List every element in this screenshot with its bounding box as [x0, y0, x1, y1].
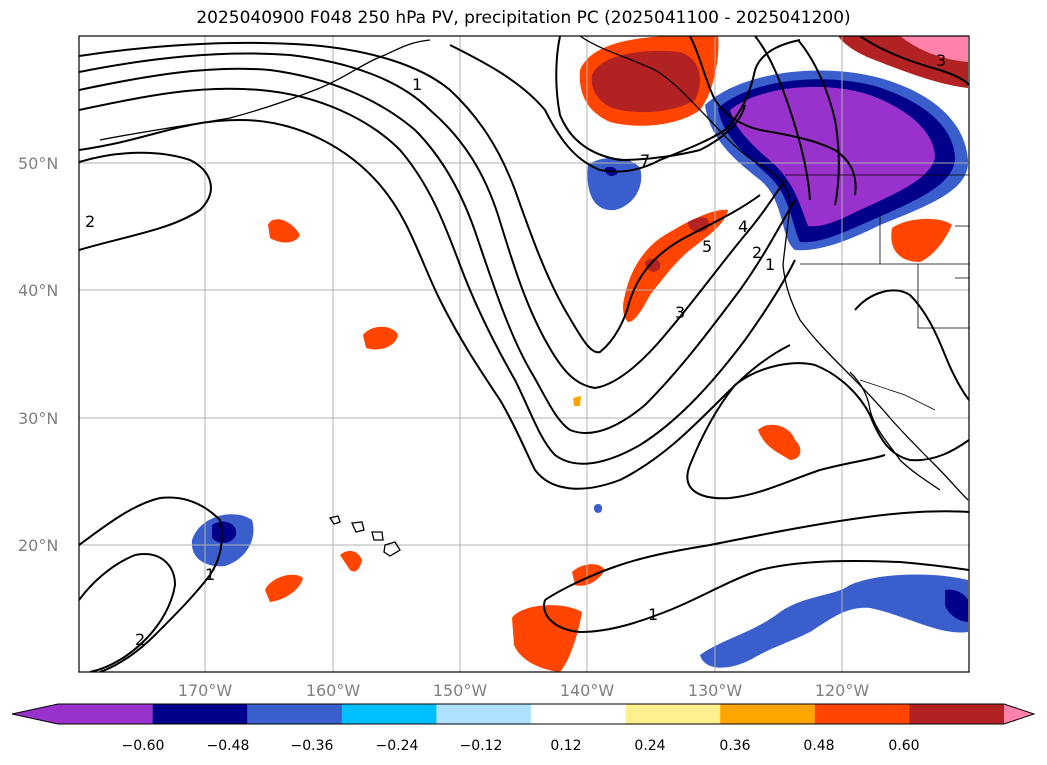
pv-contour-14	[79, 553, 177, 672]
pv-contour-15	[544, 510, 969, 601]
neg-anomaly-southeast	[700, 574, 968, 668]
lon-label: 130°W	[688, 681, 743, 700]
lat-label: 30°N	[18, 409, 58, 428]
contour-label: 5	[702, 237, 712, 256]
colorbar: −0.60 −0.48 −0.36 −0.24 −0.12 0.12 0.24 …	[11, 703, 1036, 754]
longitude-labels: 170°W 160°W 150°W 140°W 130°W 120°W	[178, 681, 870, 700]
contour-label: 1	[648, 605, 658, 624]
colorbar-tick-labels: −0.60 −0.48 −0.36 −0.24 −0.12 0.12 0.24 …	[122, 738, 920, 754]
colorbar-segment	[625, 704, 721, 724]
colorbar-segments	[12, 704, 1034, 724]
colorbar-segment	[247, 704, 343, 724]
colorbar-segment	[152, 704, 248, 724]
colorbar-tick: 0.36	[719, 738, 750, 754]
contour-label: 1	[205, 565, 215, 584]
precip-anomaly-fills	[191, 36, 969, 672]
colorbar-segment	[1004, 704, 1034, 724]
contour-labels: 2 2 1 1 7 5 4 3 2 1 1 3	[85, 51, 946, 649]
pv-contour-1	[79, 151, 212, 251]
contour-label: 2	[752, 243, 762, 262]
colorbar-segment	[436, 704, 532, 724]
pv-contour-5	[79, 52, 786, 390]
contour-label: 4	[738, 217, 748, 236]
contour-label: 1	[765, 255, 775, 274]
pos-anomaly-small-1	[268, 219, 300, 243]
lon-label: 170°W	[178, 681, 233, 700]
pos-anomaly-small-7	[758, 424, 801, 460]
contour-label: 1	[412, 75, 422, 94]
colorbar-outline	[11, 703, 1036, 725]
colorbar-segment	[12, 704, 153, 724]
colorbar-tick: −0.12	[460, 738, 503, 754]
pv-contour-6	[79, 41, 761, 354]
map-title: 2025040900 F048 250 hPa PV, precipitatio…	[196, 8, 851, 28]
pv-contour-16	[543, 559, 969, 634]
pv-contour-10	[754, 36, 811, 201]
colorbar-segment	[814, 704, 910, 724]
colorbar-tick: −0.36	[291, 738, 334, 754]
pv-contours	[79, 36, 969, 672]
lon-label: 120°W	[815, 681, 870, 700]
lat-label: 50°N	[18, 154, 58, 173]
map-area: 2 2 1 1 7 5 4 3 2 1 1 3	[79, 36, 969, 672]
contour-label: 2	[85, 212, 95, 231]
political-borders	[785, 174, 969, 411]
pos-anomaly-small-2	[363, 326, 398, 350]
pv-contour-11	[797, 39, 840, 206]
pos-anomaly-small-6	[512, 605, 582, 672]
colorbar-tick: −0.60	[122, 738, 165, 754]
pos-anomaly-small-4	[340, 550, 362, 572]
contour-label: 3	[936, 51, 946, 70]
colorbar-segment	[341, 704, 437, 724]
lon-label: 150°W	[433, 681, 488, 700]
colorbar-tick: 0.48	[803, 738, 834, 754]
colorbar-segment	[531, 704, 627, 724]
colorbar-tick: 0.60	[888, 738, 919, 754]
map-frame	[78, 35, 970, 673]
contour-label: 7	[640, 151, 650, 170]
pv-contour-9	[689, 36, 857, 196]
pv-contour-3	[79, 87, 796, 465]
pv-contour-17	[689, 362, 969, 466]
pv-contour-2	[79, 118, 791, 490]
pv-contour-4	[79, 67, 796, 434]
colorbar-tick: 0.24	[634, 738, 665, 754]
colorbar-segment	[909, 704, 1005, 724]
pv-contour-12	[859, 36, 969, 86]
pv-contour-8	[555, 36, 746, 162]
pv-contour-19	[686, 454, 886, 500]
pos-anomaly-small-3	[265, 574, 303, 602]
contour-label: 3	[675, 303, 685, 322]
lon-label: 140°W	[560, 681, 615, 700]
contour-label: 2	[135, 630, 145, 649]
colorbar-tick: −0.24	[376, 738, 419, 754]
colorbar-tick: 0.12	[550, 738, 581, 754]
colorbar-segment	[720, 704, 816, 724]
pv-contour-18	[854, 289, 969, 401]
lon-label: 160°W	[306, 681, 361, 700]
coastlines	[99, 36, 969, 557]
colorbar-tick: −0.48	[207, 738, 250, 754]
pv-contour-7	[449, 39, 801, 173]
latitude-labels: 50°N 40°N 30°N 20°N	[18, 154, 58, 555]
lat-label: 20°N	[18, 536, 58, 555]
pv-contour-13	[79, 496, 223, 672]
pos-anomaly-off-california	[623, 209, 728, 322]
lat-label: 40°N	[18, 281, 58, 300]
pos-anomaly-small-8	[891, 218, 952, 262]
